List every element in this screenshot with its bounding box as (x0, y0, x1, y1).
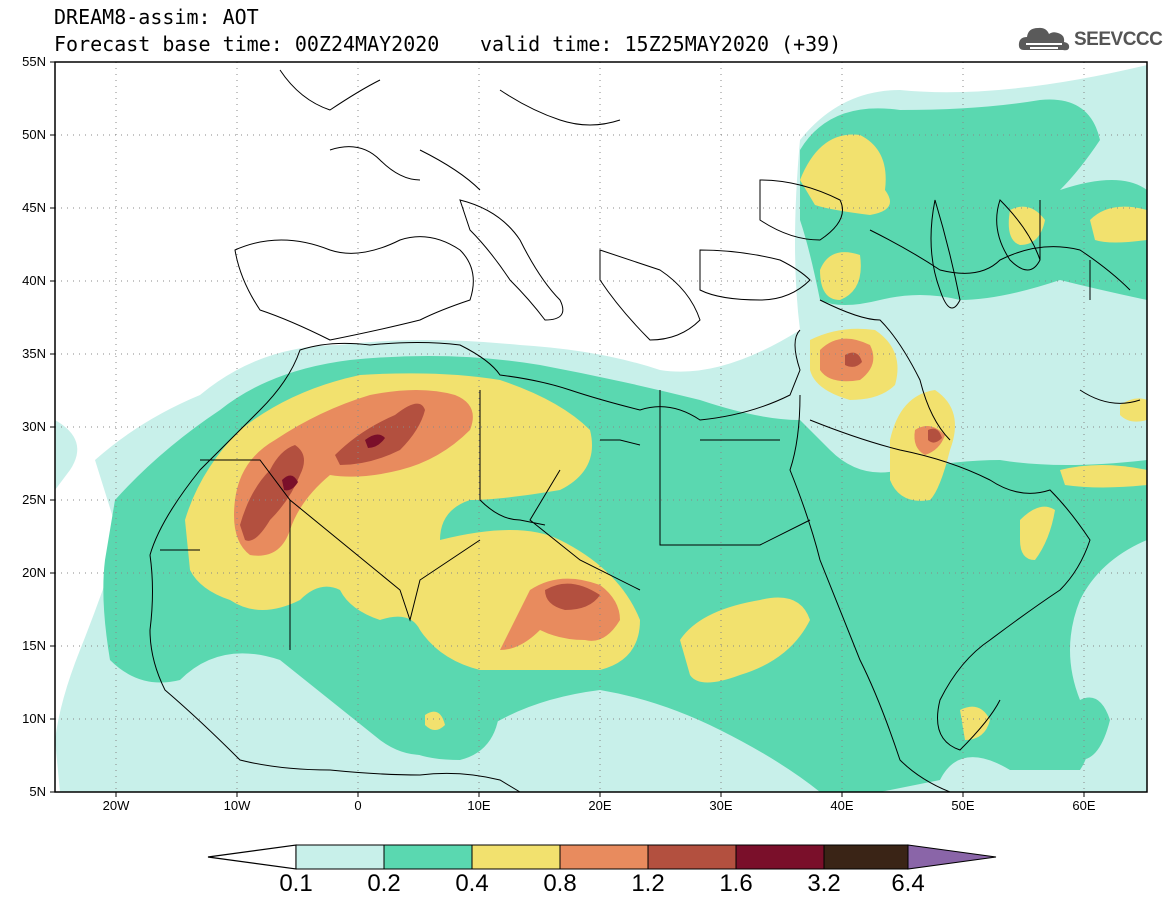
lon-tick-label: 60E (1072, 798, 1096, 813)
lat-tick-label: 35N (22, 346, 46, 361)
brand-name: SEEVCCC (1074, 29, 1163, 50)
lon-tick-label: 50E (951, 798, 975, 813)
lon-tick-label: 10W (223, 798, 251, 813)
aot-field (55, 65, 1147, 792)
coastlines (149, 69, 1141, 792)
lat-tick-label: 55N (22, 54, 46, 69)
aot-band-1.2 (240, 352, 942, 610)
brand-logo: SEEVCCC (1016, 22, 1163, 56)
lon-tick-label: 10E (467, 798, 491, 813)
colorbar-label: 0.2 (367, 870, 401, 897)
aot-band-1.6 (282, 434, 385, 491)
lon-tick-label: 20E (588, 798, 612, 813)
colorbar-label: 0.1 (279, 870, 313, 897)
colorbar-label: 6.4 (891, 870, 925, 897)
lat-tick-label: 50N (22, 127, 46, 142)
lat-tick-label: 45N (22, 200, 46, 215)
lon-tick-label: 40E (830, 798, 854, 813)
colorbar-label: 0.4 (455, 870, 489, 897)
lat-tick-label: 25N (22, 492, 46, 507)
axis-ticks (50, 61, 1085, 797)
lat-tick-label: 5N (29, 784, 46, 799)
map-title: DREAM8-assim: AOT (54, 5, 259, 29)
lat-tick-label: 10N (22, 711, 46, 726)
lat-tick-label: 20N (22, 565, 46, 580)
forecast-base-time: Forecast base time: 00Z24MAY2020 (54, 32, 440, 56)
colorbar-label: 1.6 (719, 870, 753, 897)
lon-tick-label: 20W (102, 798, 130, 813)
lon-tick-label: 0 (354, 798, 362, 813)
lat-tick-label: 40N (22, 273, 46, 288)
cloud-logo-icon (1018, 27, 1070, 51)
valid-time: valid time: 15Z25MAY2020 (+39) (480, 32, 842, 56)
lat-tick-label: 15N (22, 638, 46, 653)
colorbar-label: 0.8 (543, 870, 577, 897)
lat-tick-label: 30N (22, 419, 46, 434)
colorbar-label: 1.2 (631, 870, 665, 897)
colorbar-label: 3.2 (807, 870, 841, 897)
lon-tick-label: 30E (709, 798, 733, 813)
